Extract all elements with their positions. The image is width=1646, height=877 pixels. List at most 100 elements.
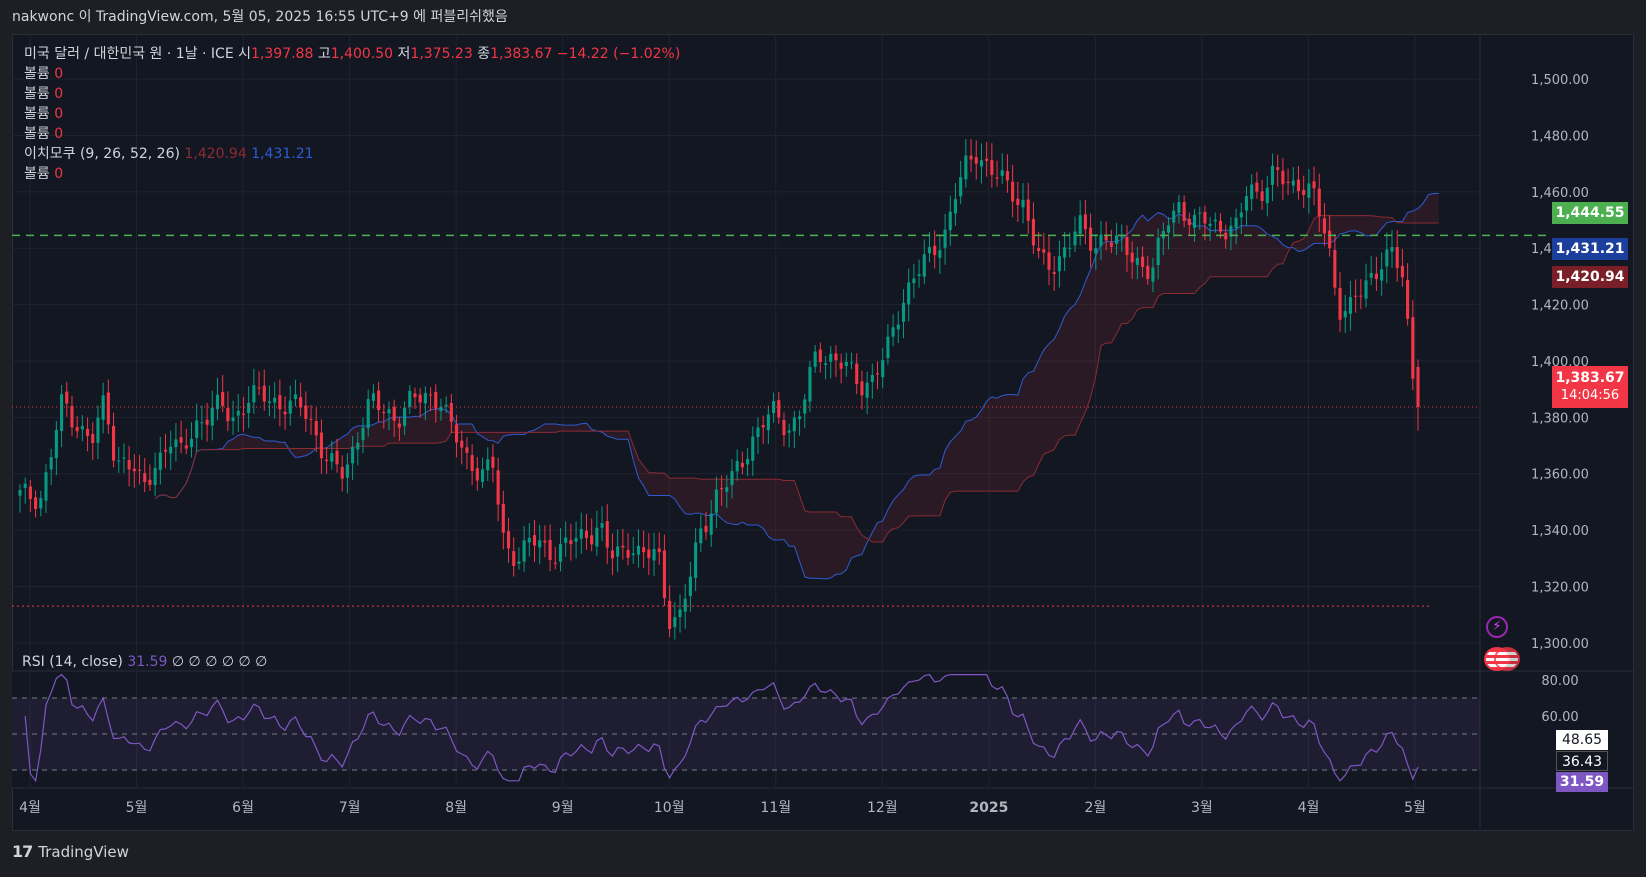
candle-body xyxy=(1239,212,1243,218)
rsi-value: 31.59 xyxy=(127,654,168,670)
candle-body xyxy=(496,470,500,505)
price-tick-label: 1,480.00 xyxy=(1531,129,1589,144)
rsi-label: RSI (14, close) xyxy=(22,654,123,670)
candle-body xyxy=(891,327,895,337)
volume-label: 볼륨 xyxy=(24,126,50,142)
candle-body xyxy=(964,155,968,180)
candle-body xyxy=(392,406,396,421)
candle-body xyxy=(772,401,776,414)
us-flag-icon-2[interactable] xyxy=(1494,647,1520,671)
volume-legend-2[interactable]: 볼륨 0 xyxy=(24,83,63,103)
horizontal-lines xyxy=(12,234,1552,607)
time-tick-label: 4월 xyxy=(1298,800,1320,816)
candle-body xyxy=(1229,225,1233,237)
candle-body xyxy=(1192,214,1197,228)
candle-body xyxy=(356,442,360,450)
candle-body xyxy=(642,547,646,553)
volume-value: 0 xyxy=(54,166,64,182)
candle-body xyxy=(397,423,401,428)
candle-body xyxy=(465,447,469,453)
lightning-icon[interactable]: ⚡ xyxy=(1486,616,1508,638)
footer-brand[interactable]: 17 TradingView xyxy=(12,842,129,861)
candle-body xyxy=(1369,272,1373,278)
volume-label: 볼륨 xyxy=(24,166,50,182)
candle-body xyxy=(704,525,708,533)
volume-legend-3[interactable]: 볼륨 0 xyxy=(24,103,63,123)
rsi-legend[interactable]: RSI (14, close) 31.59 ∅ ∅ ∅ ∅ ∅ ∅ xyxy=(22,654,267,670)
candle-body xyxy=(205,419,209,425)
tradingview-logo-icon: 17 xyxy=(12,842,33,861)
rsi-extra: ∅ ∅ ∅ ∅ ∅ ∅ xyxy=(171,654,268,670)
rsi-tick-label: 60.00 xyxy=(1541,710,1578,725)
candle-body xyxy=(1104,234,1108,241)
rsi-tag-b: 36.43 xyxy=(1556,751,1608,771)
candle-body xyxy=(200,422,204,424)
candle-body xyxy=(896,324,900,330)
kijun-price-tag: 1,420.94 xyxy=(1552,266,1628,288)
candle-body xyxy=(985,158,989,161)
candle-body xyxy=(429,394,433,396)
candle-body xyxy=(730,471,734,485)
candle-body xyxy=(377,390,381,411)
candle-body xyxy=(314,421,318,436)
candle-body xyxy=(1141,256,1145,267)
candle-body xyxy=(449,403,453,422)
time-tick-label: 2025 xyxy=(969,800,1008,816)
candle-body xyxy=(1182,202,1186,222)
candle-body xyxy=(933,245,937,256)
cloud-fill xyxy=(155,193,1439,579)
price-tick-label: 1,460.00 xyxy=(1531,186,1589,201)
price-tick-label: 1,420.00 xyxy=(1531,299,1589,314)
volume-legend-5[interactable]: 볼륨 0 xyxy=(24,163,63,183)
candle-body xyxy=(299,397,303,408)
candle-body xyxy=(1224,232,1228,240)
candle-body xyxy=(1286,181,1290,183)
candle-body xyxy=(387,409,391,414)
candle-body xyxy=(1099,234,1103,246)
candle-body xyxy=(1380,269,1384,281)
candle-body xyxy=(875,373,880,375)
candle-body xyxy=(636,545,640,555)
candle-body xyxy=(143,473,147,483)
ichimoku-legend[interactable]: 이치모쿠 (9, 26, 52, 26) 1,420.94 1,431.21 xyxy=(24,143,314,163)
candle-body xyxy=(96,417,100,443)
candle-body xyxy=(403,407,407,427)
volume-value: 0 xyxy=(54,126,64,142)
volume-legend-4[interactable]: 볼륨 0 xyxy=(24,123,63,143)
candle-body xyxy=(23,483,27,488)
candle-body xyxy=(564,537,568,543)
candle-body xyxy=(1057,256,1061,272)
candle-body xyxy=(60,394,64,432)
candle-body xyxy=(990,160,994,175)
candle-body xyxy=(1016,198,1020,206)
candle-body xyxy=(1213,219,1217,222)
candle-body xyxy=(371,393,375,401)
candle-body xyxy=(548,540,552,561)
candle-body xyxy=(195,420,199,438)
price-tick-label: 1,320.00 xyxy=(1531,580,1589,595)
candle-body xyxy=(584,530,589,539)
low-label: 저 xyxy=(397,46,411,62)
candle-body xyxy=(309,418,313,420)
candle-body xyxy=(1364,280,1368,299)
symbol-legend[interactable]: 미국 달러 / 대한민국 원 · 1날 · ICE 시1,397.88 고1,4… xyxy=(24,43,680,63)
candle-body xyxy=(621,545,625,548)
candle-body xyxy=(834,353,838,361)
candle-body xyxy=(1348,297,1352,314)
candle-body xyxy=(325,459,329,462)
price-tick-label: 1,340.00 xyxy=(1531,524,1589,539)
candle-body xyxy=(616,546,620,557)
candle-body xyxy=(813,351,817,367)
candle-body xyxy=(1042,249,1046,253)
candle-body xyxy=(111,425,116,461)
candle-body xyxy=(709,513,713,535)
candle-body xyxy=(605,521,609,548)
volume-legend-1[interactable]: 볼륨 0 xyxy=(24,63,63,83)
candle-body xyxy=(1083,214,1087,230)
candle-body xyxy=(777,400,781,418)
candle-body xyxy=(595,527,599,547)
candle-body xyxy=(943,229,947,248)
candle-body xyxy=(351,446,355,464)
candle-body xyxy=(215,394,220,410)
